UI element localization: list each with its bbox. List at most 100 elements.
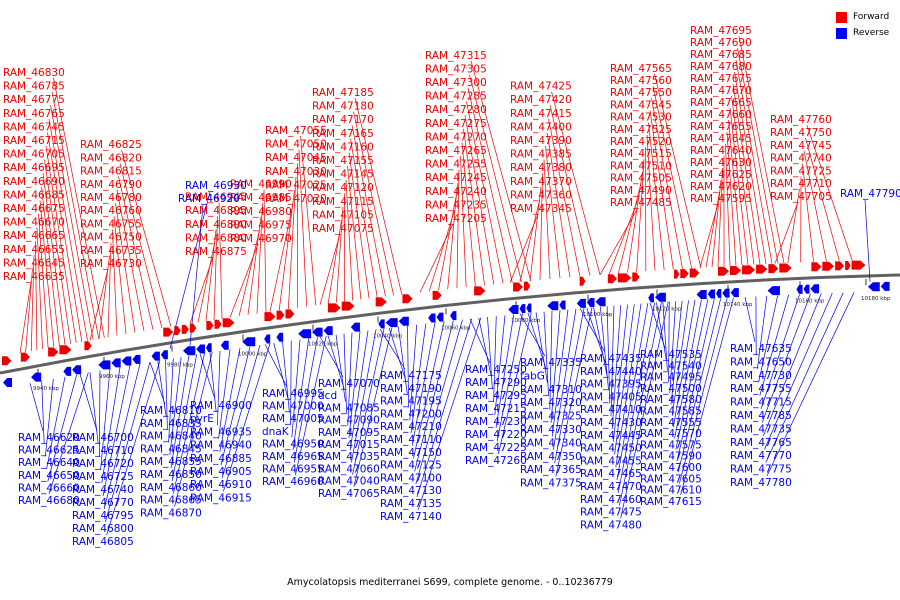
forward-leader-line [456, 169, 460, 289]
reverse-gene-label: RAM_47175 [380, 370, 442, 382]
forward-gene-label: RAM_47390 [510, 135, 572, 147]
reverse-leader-line [615, 303, 642, 468]
forward-gene-label: RAM_46785 [3, 81, 65, 93]
forward-gene-label: RAM_47545 [610, 99, 672, 111]
tick-label: 10080 kbp [511, 318, 541, 324]
forward-leader-line [19, 281, 32, 354]
forward-gene-label: RAM_47490 [610, 185, 672, 197]
forward-gene-label: RAM_47305 [425, 63, 487, 75]
forward-leader-line [438, 196, 457, 291]
forward-leader-lines [19, 35, 853, 354]
reverse-leader-line [414, 320, 454, 472]
forward-leader-line [466, 101, 504, 284]
reverse-gene-label: RAM_47500 [640, 383, 702, 395]
reverse-leader-line [415, 319, 463, 485]
reverse-leader-line [758, 295, 779, 383]
reverse-gene-label: RAM_47535 [640, 349, 702, 361]
reverse-leader-line [498, 312, 532, 455]
reverse-leader-line [765, 292, 844, 463]
reverse-gene-label: RAM_47230 [465, 416, 527, 428]
reverse-gene-arrow [378, 319, 385, 329]
reverse-leader-line [864, 199, 871, 282]
reverse-leader-line [478, 317, 492, 377]
forward-gene-label: RAM_47280 [425, 104, 487, 116]
tick-label: 10040 kbp [373, 333, 403, 339]
reverse-leader-line [45, 378, 54, 457]
forward-gene-label: RAM_46645 [3, 257, 65, 269]
forward-leader-line [636, 159, 645, 272]
tick-label: 9960 kbp [99, 374, 125, 380]
reverse-gene-label: RAM_47015 [318, 439, 380, 451]
reverse-gene-label: RAM_47770 [730, 450, 792, 462]
forward-gene-arrow [523, 281, 531, 291]
reverse-gene-arrow [519, 304, 526, 314]
reverse-leader-line [679, 297, 728, 484]
reverse-gene-label: RAM_46770 [72, 497, 134, 509]
reverse-gene-arrow [121, 356, 132, 366]
reverse-leader-line [763, 293, 822, 436]
forward-gene-label: RAM_47165 [312, 128, 374, 140]
reverse-gene-label: RAM_47775 [730, 464, 792, 476]
forward-gene-label: RAM_46685 [3, 189, 65, 201]
reverse-gene-label: RAM_47110 [380, 434, 442, 446]
reverse-leader-line [219, 347, 241, 452]
forward-gene-arrow [822, 261, 835, 271]
reverse-gene-arrow [350, 322, 360, 332]
forward-leader-line [213, 216, 218, 320]
forward-leader-line [197, 243, 215, 323]
reverse-gene-arrow [312, 327, 323, 337]
reverse-leader-line [535, 312, 548, 383]
reverse-gene-label: RAM_47780 [730, 477, 792, 489]
reverse-leader-line [677, 298, 722, 473]
forward-gene-label: RAM_47360 [510, 189, 572, 201]
reverse-leader-line [673, 299, 696, 428]
reverse-gene-label: RAM_47755 [730, 383, 792, 395]
reverse-gene-label: RAM_46680 [18, 495, 80, 507]
forward-gene-label: RAM_47170 [312, 114, 374, 126]
tick-label: 10140 kbp [723, 302, 753, 308]
reverse-gene-label: RAM_47095 [318, 427, 380, 439]
reverse-gene-label: pyrE [190, 413, 214, 425]
forward-leader-line [205, 229, 217, 322]
reverse-leader-line [388, 327, 407, 382]
reverse-gene-label: RAM_47575 [640, 439, 702, 451]
reverse-leader-line [766, 292, 855, 477]
forward-gene-label: RAM_47425 [510, 81, 572, 93]
forward-gene-label: RAM_47275 [425, 118, 487, 130]
forward-gene-arrow [375, 297, 387, 307]
reverse-gene-arrow [132, 354, 141, 364]
reverse-gene-label: RAM_46905 [190, 466, 252, 478]
forward-gene-arrow [680, 269, 689, 279]
forward-leader-line [428, 210, 455, 292]
forward-leader-line [805, 137, 840, 261]
reverse-gene-label: RAM_46995 [262, 388, 324, 400]
forward-leader-line [651, 98, 683, 269]
forward-gene-label: RAM_47400 [510, 121, 572, 133]
forward-leader-line [336, 206, 344, 303]
tick-label: 10160 kbp [795, 298, 825, 304]
reverse-gene-label: RAM_46900 [190, 400, 252, 412]
reverse-leader-line [168, 358, 174, 443]
forward-gene-label: RAM_47205 [425, 213, 487, 225]
forward-leader-line [460, 155, 467, 288]
reverse-leader-line [551, 309, 569, 437]
reverse-gene-arrow [707, 289, 716, 299]
reverse-gene-label: RAM_47580 [640, 394, 702, 406]
forward-leader-line [345, 179, 354, 301]
reverse-gene-label: RAM_46740 [72, 484, 134, 496]
reverse-gene-arrow [398, 316, 409, 326]
forward-leader-line [735, 59, 773, 264]
forward-gene-label: RAM_47690 [690, 37, 752, 49]
reverse-leader-line [764, 292, 833, 450]
reverse-leader-line [149, 361, 166, 405]
reverse-leader-line [218, 349, 231, 439]
reverse-gene-label: RAM_46865 [140, 495, 202, 507]
reverse-gene-label: RAM_47405 [580, 391, 642, 403]
forward-gene-arrow [617, 273, 632, 283]
forward-gene-label: RAM_47670 [690, 85, 752, 97]
reverse-gene-label: RAM_47555 [640, 417, 702, 429]
forward-gene-label: RAM_46665 [3, 230, 65, 242]
forward-gene-label: RAM_46765 [3, 108, 65, 120]
reverse-gene-label: RAM_47590 [640, 451, 702, 463]
reverse-gene-label: RAM_47540 [640, 360, 702, 372]
